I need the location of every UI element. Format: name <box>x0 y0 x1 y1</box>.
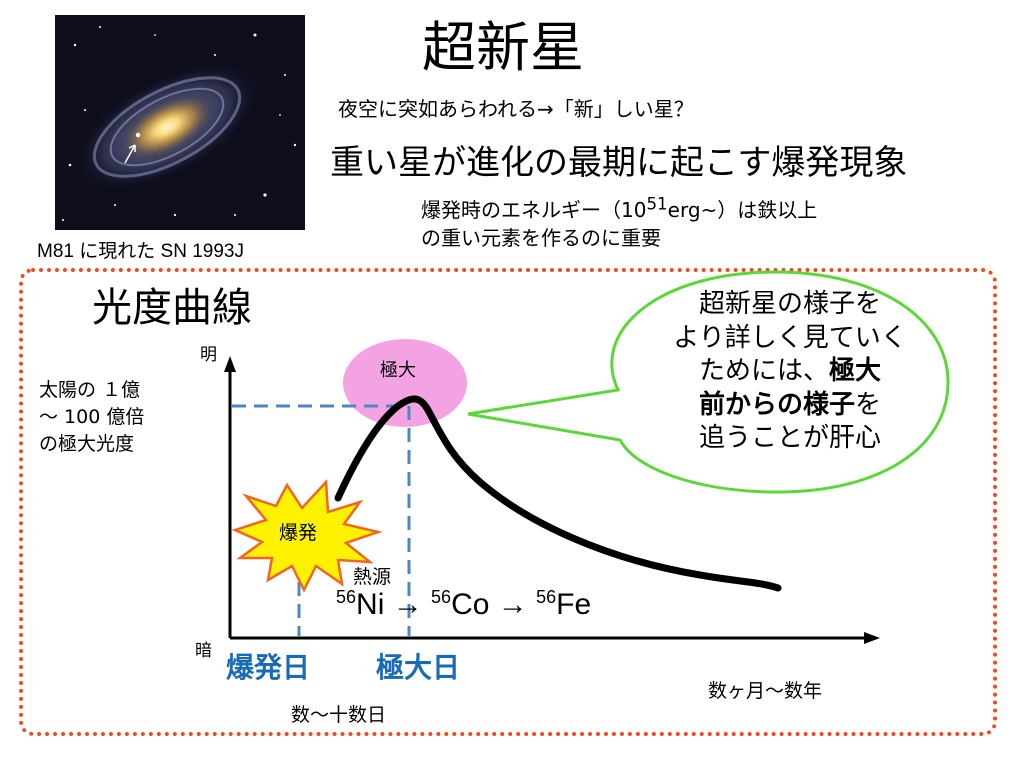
bubble-line4-bold: 前からの様子 <box>698 389 855 420</box>
bubble-line2: より詳しく見ていく <box>673 322 907 353</box>
heat-source-label: 熱源 <box>353 566 392 588</box>
bubble-line3-bold: 極大 <box>829 356 882 386</box>
peak-note-line1: 太陽の １億 <box>39 379 141 401</box>
explosion-burst <box>231 479 383 593</box>
ni-symbol: Ni <box>356 588 385 621</box>
energy-note: 爆発時のエネルギー（1051erg~）は鉄以上 の重い元素を作るのに重要 <box>421 196 817 252</box>
bubble-line1: 超新星の様子を <box>698 289 881 319</box>
light-curve-title: 光度曲線 <box>92 285 252 331</box>
energy-note-prefix: 爆発時のエネルギー（10 <box>421 198 647 222</box>
decay-arrow-1: → <box>384 588 432 621</box>
peak-note-line2: ～ 100 億倍 <box>39 406 145 428</box>
explosion-label: 爆発 <box>279 522 318 544</box>
page-title: 超新星 <box>422 16 584 79</box>
explosion-day-label: 爆発日 <box>226 651 311 684</box>
energy-note-line2: の重い元素を作るのに重要 <box>421 226 661 250</box>
bubble-line4-plain: を <box>855 389 882 420</box>
fe-symbol: Fe <box>556 588 592 621</box>
image-caption: M81 に現れた SN 1993J <box>37 241 244 262</box>
co-mass-number: 56 <box>431 587 452 607</box>
y-axis-bright-label: 明 <box>200 345 217 365</box>
subtitle-main: 重い星が進化の最期に起こす爆発現象 <box>330 143 908 183</box>
peak-luminosity-note: 太陽の １億 ～ 100 億倍 の極大光度 <box>39 377 144 458</box>
co-symbol: Co <box>451 588 490 621</box>
short-interval-label: 数～十数日 <box>291 704 387 726</box>
y-axis-arrowhead <box>224 356 236 372</box>
maximum-label: 極大 <box>380 360 416 381</box>
subtitle-question: 夜空に突如あらわれる→「新」しい星？ <box>338 97 694 121</box>
speech-bubble-shape <box>467 270 950 494</box>
bubble-line3-plain: ためには、 <box>698 356 829 386</box>
long-interval-label: 数ヶ月～数年 <box>708 680 823 702</box>
light-curve-line <box>334 395 782 592</box>
speech-bubble-text: 超新星の様子を より詳しく見ていく ためには、極大 前からの様子を 追うことが肝… <box>640 288 940 456</box>
energy-note-exponent: 51 <box>646 194 668 214</box>
decay-arrow-2: → <box>489 588 537 621</box>
peak-day-label: 極大日 <box>376 651 461 684</box>
x-axis-arrowhead <box>864 632 880 644</box>
y-axis-dark-label: 暗 <box>195 641 212 661</box>
maximum-blob <box>343 339 467 427</box>
ni-mass-number: 56 <box>336 587 357 607</box>
light-curve-frame <box>19 268 997 736</box>
energy-note-suffix: erg~）は鉄以上 <box>667 198 818 222</box>
bubble-line5: 追うことが肝心 <box>698 423 881 453</box>
peak-note-line3: の極大光度 <box>39 433 135 455</box>
galaxy-m81-image <box>55 15 305 230</box>
decay-chain: 56Ni → 56Co → 56Fe <box>336 585 591 625</box>
fe-mass-number: 56 <box>536 587 557 607</box>
